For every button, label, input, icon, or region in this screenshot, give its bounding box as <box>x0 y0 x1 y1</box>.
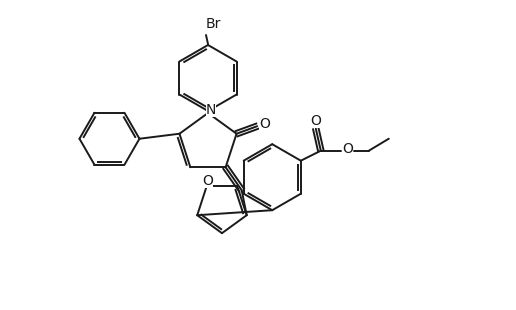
Text: N: N <box>206 103 216 117</box>
Text: O: O <box>259 117 270 131</box>
Text: O: O <box>311 114 321 128</box>
Text: O: O <box>202 174 213 188</box>
Text: O: O <box>343 142 353 156</box>
Text: Br: Br <box>206 17 221 31</box>
